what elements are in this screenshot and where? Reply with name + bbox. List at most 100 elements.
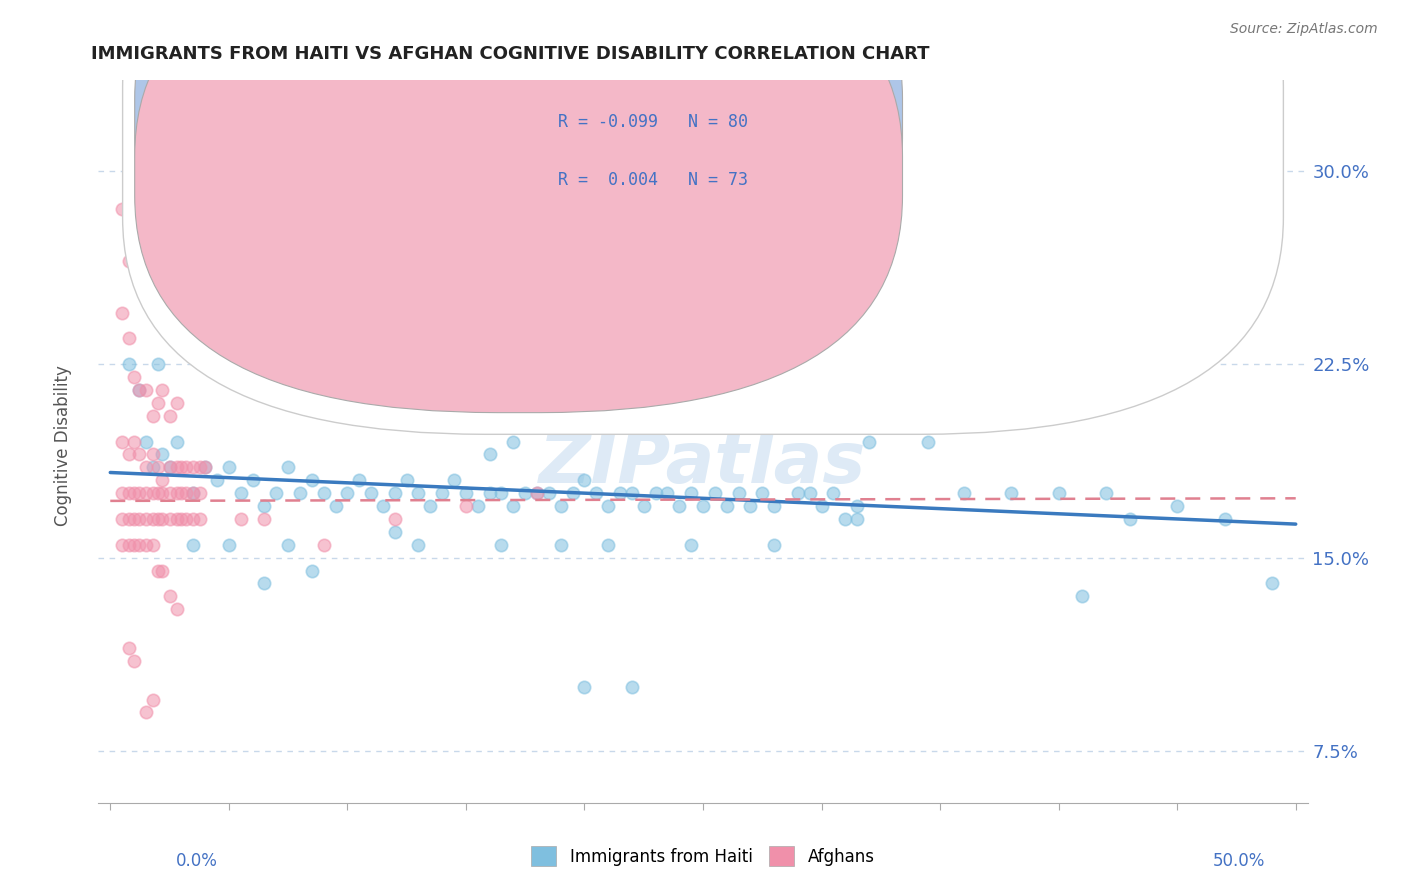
Point [166,396,188,410]
Point [159,486,181,500]
Point [384,512,406,526]
Point [432,486,454,500]
Point [763,499,786,513]
Point [834,512,856,526]
Point [1047,486,1070,500]
Point [810,499,832,513]
Point [1119,512,1142,526]
Point [515,486,537,500]
Point [301,564,323,578]
Point [598,538,620,552]
Point [526,486,548,500]
Point [218,460,240,475]
Point [727,486,749,500]
Point [118,253,141,268]
Point [633,499,655,513]
Point [537,486,560,500]
Point [325,499,347,513]
Text: IMMIGRANTS FROM HAITI VS AFGHAN COGNITIVE DISABILITY CORRELATION CHART: IMMIGRANTS FROM HAITI VS AFGHAN COGNITIV… [91,45,929,62]
Point [620,486,643,500]
Point [277,460,299,475]
Point [408,486,430,500]
Point [620,680,643,694]
Point [799,486,821,500]
Point [491,538,513,552]
Point [585,486,607,500]
Point [1000,486,1022,500]
Text: 50.0%: 50.0% [1213,852,1265,870]
Point [740,499,762,513]
Point [384,486,406,500]
Point [118,447,141,461]
Point [118,486,141,500]
Point [146,396,169,410]
Point [668,499,690,513]
Point [823,486,845,500]
Point [478,447,501,461]
Point [190,460,212,475]
Point [111,434,134,449]
Point [181,486,204,500]
Point [135,512,157,526]
Point [609,486,631,500]
Point [952,486,974,500]
Point [111,512,134,526]
Point [128,383,150,397]
Point [166,486,188,500]
Point [454,499,477,513]
Point [181,460,204,475]
Point [135,486,157,500]
Point [253,499,276,513]
Point [443,473,465,487]
Text: Cognitive Disability: Cognitive Disability [55,366,72,526]
Point [846,499,869,513]
Point [118,538,141,552]
Point [561,486,583,500]
Point [181,512,204,526]
Point [419,499,441,513]
Point [159,512,181,526]
Point [122,370,145,384]
Point [122,486,145,500]
Point [194,460,217,475]
Point [194,460,217,475]
Point [347,473,370,487]
Point [170,460,193,475]
Point [301,473,323,487]
Point [384,524,406,539]
Point [128,447,150,461]
Point [159,460,181,475]
Point [152,447,174,461]
Point [166,602,188,616]
Point [118,640,141,655]
Point [135,706,157,720]
Point [395,473,418,487]
Point [360,486,382,500]
Point [751,486,773,500]
Point [917,434,939,449]
Point [174,486,197,500]
Point [111,305,134,319]
Point [846,512,869,526]
Point [135,434,157,449]
Point [142,486,165,500]
Point [135,460,157,475]
Point [170,512,193,526]
Point [122,434,145,449]
Point [502,434,524,449]
Point [111,538,134,552]
Point [142,512,165,526]
FancyBboxPatch shape [122,0,1284,434]
FancyBboxPatch shape [135,0,903,413]
Point [122,512,145,526]
Point [146,357,169,371]
Point [253,512,276,526]
FancyBboxPatch shape [135,0,903,355]
Point [454,486,477,500]
Point [550,538,572,552]
Point [135,383,157,397]
Point [159,460,181,475]
Point [142,409,165,423]
Text: R = -0.099   N = 80: R = -0.099 N = 80 [558,112,748,131]
Point [692,499,714,513]
